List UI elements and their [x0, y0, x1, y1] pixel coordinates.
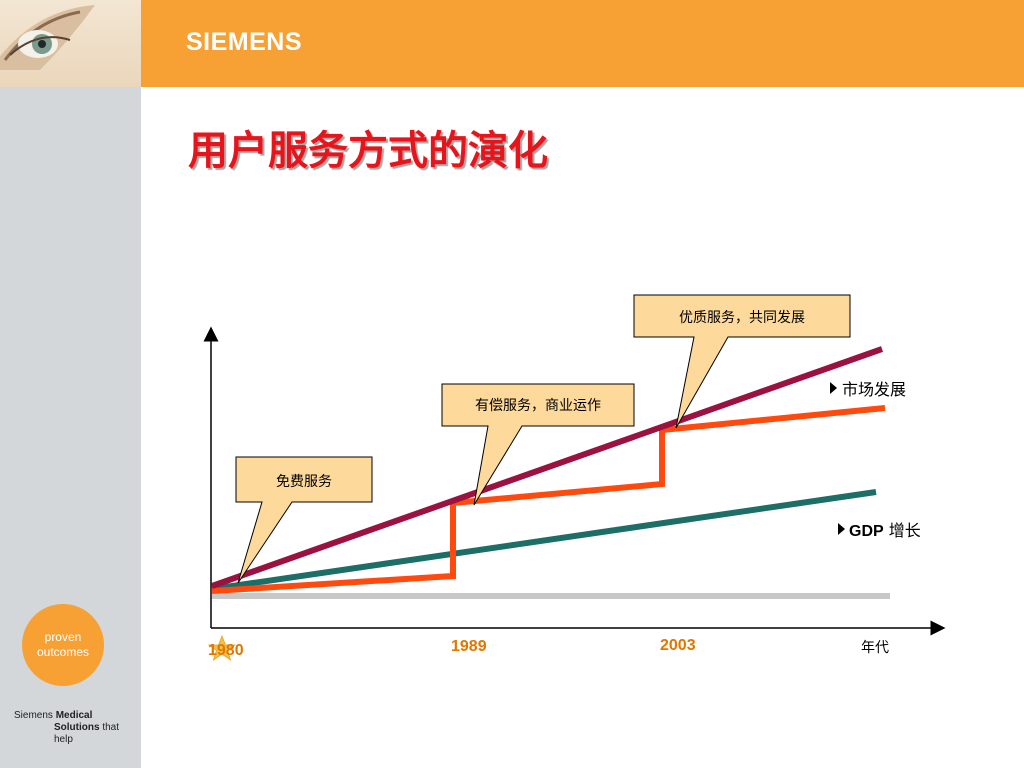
legend-market: 市场发展	[830, 380, 906, 399]
legend-gdp: GDP 增长	[838, 521, 921, 540]
callout-free-service-text: 免费服务	[276, 474, 332, 490]
year-1980: 1980	[208, 642, 244, 659]
x-axis-label: 年代	[861, 640, 889, 656]
legend-gdp-prefix: GDP	[849, 523, 884, 540]
service-step-line	[211, 405, 886, 594]
legend-gdp-suffix: 增长	[884, 521, 921, 540]
footer-medical: Medical	[55, 710, 93, 721]
callout-free-service: 免费服务	[235, 456, 373, 584]
star-icon	[207, 634, 237, 662]
svg-text:GDP 增长: GDP 增长	[849, 521, 921, 540]
badge-line-2: outcomes	[36, 645, 90, 659]
siemens-medical-logo: Siemens Medical Solutions that help	[14, 710, 138, 746]
year-1989: 1989	[451, 638, 487, 655]
callout-quality-service-text: 优质服务，共同发展	[679, 310, 805, 326]
footer-solutions: Solutions	[54, 722, 100, 733]
siemens-logo: SIEMENS	[186, 28, 303, 56]
badge-line-1: proven	[44, 630, 82, 644]
triangle-bullet-icon	[830, 382, 837, 394]
market-line	[210, 346, 884, 589]
gdp-line	[211, 489, 877, 592]
page-title: 用户服务方式的演化	[188, 128, 548, 174]
callout-quality-service: 优质服务，共同发展	[633, 294, 851, 429]
footer-that-help: that help	[54, 722, 120, 745]
eye-photo	[0, 0, 141, 87]
footer-siemens: Siemens	[14, 710, 56, 721]
header-bar	[141, 0, 1024, 87]
callout-paid-service: 有偿服务，商业运作	[441, 383, 635, 506]
proven-outcomes-badge: proven outcomes	[22, 604, 104, 686]
year-2003: 2003	[660, 637, 696, 654]
triangle-bullet-icon	[838, 523, 845, 535]
callout-paid-service-text: 有偿服务，商业运作	[475, 398, 601, 414]
legend-market-text: 市场发展	[842, 380, 906, 399]
